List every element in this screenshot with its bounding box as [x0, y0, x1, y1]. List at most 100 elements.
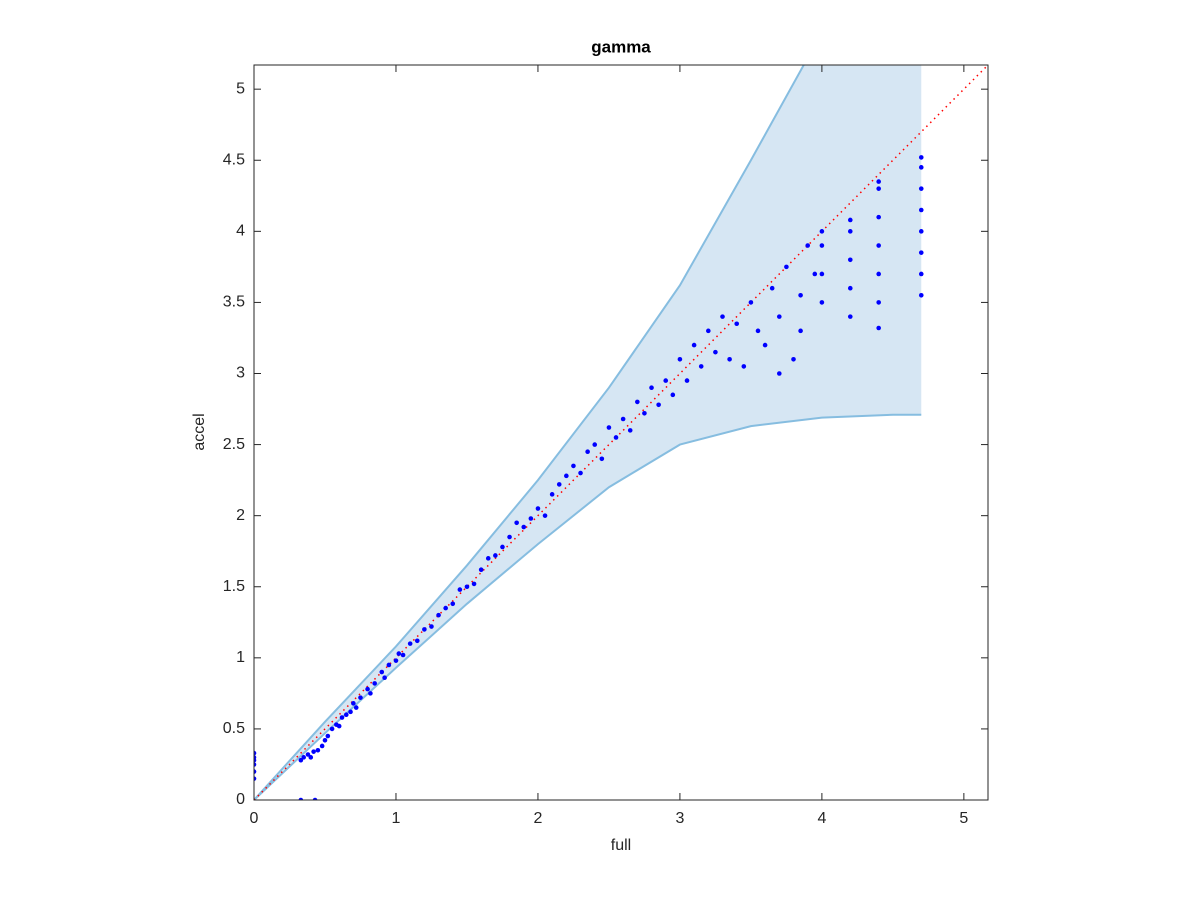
x-tick-label: 4 — [817, 810, 826, 827]
x-tick-label: 2 — [533, 810, 542, 827]
y-tick-label: 5 — [236, 80, 245, 97]
data-point — [791, 356, 796, 362]
data-point — [876, 300, 881, 305]
data-point — [635, 399, 640, 405]
data-point — [784, 264, 789, 270]
data-point — [876, 186, 881, 191]
x-tick-label: 1 — [392, 810, 401, 827]
data-point — [691, 342, 697, 348]
data-point — [308, 755, 314, 760]
data-point — [507, 534, 512, 540]
data-point — [450, 601, 456, 607]
data-point — [698, 364, 704, 369]
data-point — [542, 513, 548, 518]
data-point — [325, 733, 331, 739]
data-point — [585, 449, 590, 454]
data-point — [305, 752, 311, 757]
plot-layer — [254, 65, 988, 800]
data-point — [776, 314, 782, 319]
data-point — [319, 743, 325, 749]
data-point — [734, 321, 740, 327]
data-point — [656, 402, 661, 408]
data-point — [805, 243, 810, 248]
data-point — [400, 652, 406, 658]
y-tick-label: 2 — [236, 507, 245, 524]
data-point — [727, 356, 732, 362]
data-point — [755, 328, 761, 334]
y-tick-label: 4.5 — [223, 151, 245, 168]
data-point — [918, 229, 924, 234]
data-point — [798, 293, 803, 298]
data-point — [365, 686, 370, 692]
data-point — [876, 271, 881, 277]
data-point — [322, 737, 328, 743]
data-point — [613, 435, 619, 440]
data-point — [776, 371, 782, 376]
data-point — [343, 712, 349, 718]
data-point — [368, 691, 373, 696]
data-point — [876, 243, 881, 248]
y-tick-label: 1 — [236, 649, 245, 666]
data-point — [918, 293, 924, 298]
data-point — [918, 155, 924, 160]
data-point — [436, 612, 441, 618]
data-point — [762, 342, 768, 348]
data-point — [382, 675, 387, 681]
data-point — [528, 516, 534, 521]
data-point — [592, 442, 598, 447]
data-point — [819, 300, 825, 305]
data-point — [706, 328, 711, 334]
data-point — [336, 723, 342, 729]
data-point — [443, 605, 448, 611]
data-point — [493, 553, 498, 558]
data-point — [918, 207, 924, 213]
band-lower-edge — [254, 413, 922, 800]
data-point — [556, 482, 562, 487]
data-point — [847, 314, 853, 319]
data-point — [535, 506, 541, 511]
y-tick-label: 0 — [236, 791, 245, 808]
data-point — [663, 378, 669, 383]
data-point — [353, 705, 359, 710]
data-point — [485, 556, 491, 561]
y-axis-label: accel — [191, 413, 208, 450]
data-point — [720, 314, 725, 319]
band-upper-edge — [254, 65, 805, 800]
data-point — [329, 726, 335, 732]
data-point — [407, 641, 413, 646]
data-point — [642, 411, 647, 416]
data-point — [379, 669, 385, 675]
data-point — [514, 520, 519, 526]
data-point — [301, 755, 306, 760]
data-point — [521, 524, 527, 530]
data-point — [606, 425, 612, 430]
data-point — [386, 662, 392, 668]
data-point — [847, 257, 853, 263]
data-point — [847, 285, 853, 291]
data-point — [478, 567, 484, 572]
data-point — [471, 581, 477, 587]
data-point — [918, 165, 924, 170]
x-tick-label: 3 — [675, 810, 684, 827]
y-tick-label: 4 — [236, 223, 245, 240]
data-point — [464, 584, 470, 590]
chart-title: gamma — [591, 37, 651, 56]
data-point — [393, 658, 399, 663]
data-point — [819, 271, 825, 277]
data-point — [422, 627, 427, 632]
data-point — [549, 492, 555, 497]
x-tick-label: 0 — [250, 810, 259, 827]
data-point — [500, 544, 505, 550]
data-point — [358, 695, 363, 700]
data-point — [769, 285, 775, 291]
data-point — [918, 186, 924, 191]
data-point — [298, 797, 304, 800]
data-point — [254, 762, 257, 767]
data-point — [254, 750, 257, 756]
data-point — [748, 300, 754, 305]
data-point — [429, 624, 434, 629]
data-point — [351, 701, 356, 706]
axes-box — [253, 64, 989, 801]
data-point — [339, 715, 345, 720]
